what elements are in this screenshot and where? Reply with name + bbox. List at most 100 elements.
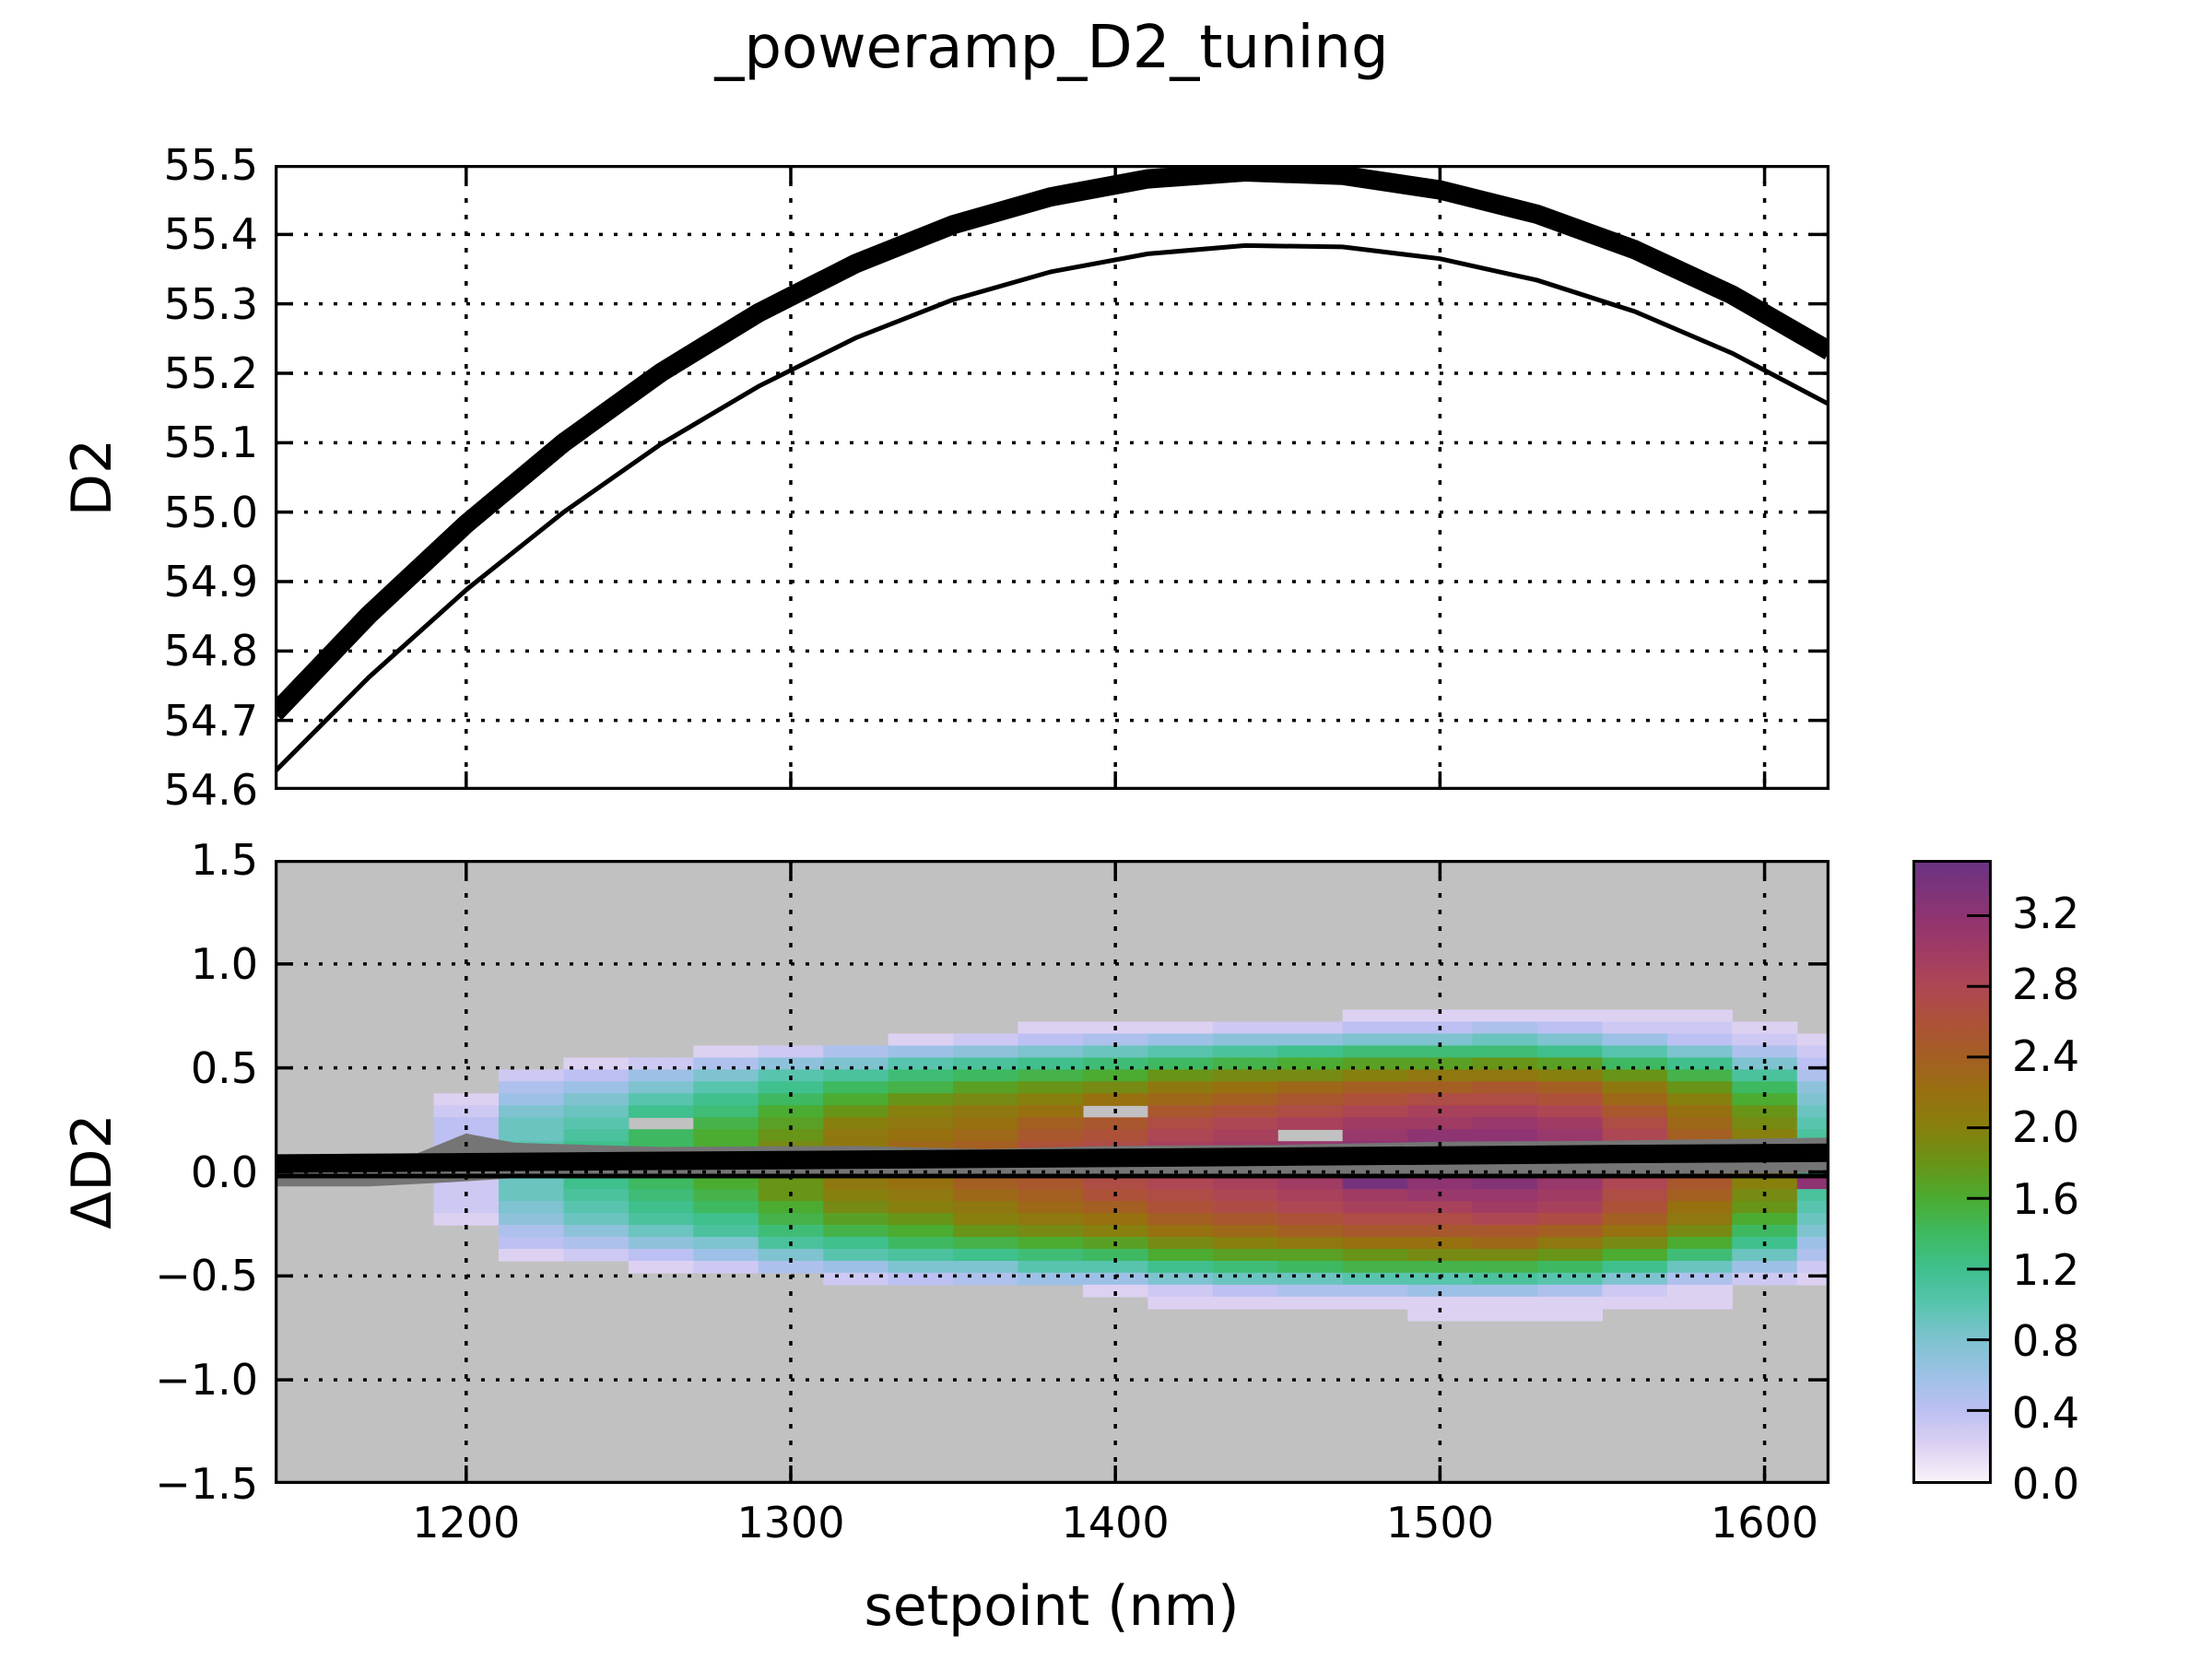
heatmap-cell: [888, 1057, 954, 1070]
heatmap-cell: [1732, 1045, 1797, 1058]
heatmap-cell: [1473, 1285, 1538, 1298]
colorbar-ticks: [1915, 863, 1989, 1481]
heatmap-cell: [823, 1093, 888, 1106]
heatmap-cell: [693, 1225, 759, 1238]
heatmap-cell: [1277, 1237, 1343, 1250]
heatmap-cell: [629, 1201, 694, 1214]
heatmap-cell: [1603, 1129, 1668, 1142]
heatmap-cell: [1213, 1213, 1278, 1226]
heatmap-cell: [823, 1213, 888, 1226]
heatmap-cell: [1603, 1081, 1668, 1094]
heatmap-cell: [823, 1069, 888, 1082]
heatmap-cell: [1213, 1273, 1278, 1286]
bottom-y-tick-label: 1.5: [92, 834, 258, 886]
heatmap-cell: [953, 1237, 1018, 1250]
bottom-plot-axes: [275, 860, 1830, 1484]
top-y-tick-label: 54.6: [92, 764, 258, 816]
heatmap-cell: [1603, 1010, 1668, 1023]
heatmap-cell: [1797, 1213, 1830, 1226]
heatmap-cell: [1147, 1237, 1213, 1250]
heatmap-cell: [499, 1189, 564, 1202]
heatmap-cell: [1797, 1177, 1830, 1190]
heatmap-cell: [888, 1225, 954, 1238]
heatmap-cell: [1147, 1105, 1213, 1118]
heatmap-cell: [1147, 1022, 1213, 1035]
heatmap-cell: [1277, 1249, 1343, 1262]
heatmap-cell: [1277, 1105, 1343, 1118]
heatmap-cell: [1537, 1117, 1603, 1130]
heatmap-cell: [1473, 1022, 1538, 1035]
heatmap-cell: [1797, 1105, 1830, 1118]
heatmap-cell: [693, 1105, 759, 1118]
heatmap-cell: [888, 1189, 954, 1202]
x-tick-label: 1200: [374, 1497, 559, 1548]
heatmap-cell: [1147, 1093, 1213, 1106]
heatmap-cell: [1667, 1010, 1733, 1023]
heatmap-cell: [759, 1213, 824, 1226]
heatmap-cell: [1343, 1261, 1408, 1274]
heatmap-cell: [1343, 1129, 1408, 1142]
heatmap-cell: [1018, 1105, 1084, 1118]
heatmap-cell: [1213, 1297, 1278, 1310]
heatmap-cell: [499, 1201, 564, 1214]
heatmap-cell: [1603, 1045, 1668, 1058]
heatmap-cell: [1213, 1249, 1278, 1262]
heatmap-cell: [1147, 1213, 1213, 1226]
heatmap-cell: [953, 1045, 1018, 1058]
heatmap-cell: [1277, 1261, 1343, 1274]
heatmap-cell: [1147, 1081, 1213, 1094]
heatmap-cell: [759, 1045, 824, 1058]
heatmap-cell: [693, 1117, 759, 1130]
heatmap-cell: [953, 1261, 1018, 1274]
heatmap-cell: [953, 1093, 1018, 1106]
heatmap-cell: [1277, 1081, 1343, 1094]
heatmap-cell: [1277, 1213, 1343, 1226]
heatmap-cell: [1277, 1177, 1343, 1190]
heatmap-cell: [823, 1249, 888, 1262]
heatmap-cell: [1147, 1273, 1213, 1286]
heatmap-cell: [1797, 1069, 1830, 1082]
top-y-tick-label: 55.0: [92, 487, 258, 538]
heatmap-cell: [953, 1201, 1018, 1214]
heatmap-cell: [1537, 1225, 1603, 1238]
heatmap-cell: [1213, 1069, 1278, 1082]
top-y-axis-label: D2: [60, 385, 124, 570]
heatmap-cell: [693, 1081, 759, 1094]
heatmap-cell: [1018, 1081, 1084, 1094]
colorbar-tick-label: 3.2: [2012, 888, 2196, 939]
top-y-tick-label: 55.4: [92, 208, 258, 260]
heatmap-cell: [823, 1081, 888, 1094]
heatmap-cell: [629, 1213, 694, 1226]
heatmap-cell: [1343, 1093, 1408, 1106]
heatmap-cell: [1343, 1033, 1408, 1046]
heatmap-cell: [953, 1117, 1018, 1130]
heatmap-cell: [499, 1177, 564, 1190]
heatmap-cell: [1667, 1093, 1733, 1106]
heatmap-cell: [823, 1201, 888, 1214]
heatmap-cell: [1343, 1010, 1408, 1023]
heatmap-cell: [1603, 1093, 1668, 1106]
heatmap-cell: [1603, 1249, 1668, 1262]
heatmap-cell: [1083, 1045, 1148, 1058]
heatmap-cell: [693, 1093, 759, 1106]
heatmap-cell: [1343, 1285, 1408, 1298]
heatmap-cell: [564, 1189, 629, 1202]
heatmap-cell: [1603, 1261, 1668, 1274]
heatmap-cell: [1667, 1189, 1733, 1202]
top-y-tick-label: 55.2: [92, 347, 258, 399]
heatmap-cell: [1407, 1045, 1473, 1058]
heatmap-cell: [1473, 1273, 1538, 1286]
heatmap-cell: [1603, 1033, 1668, 1046]
heatmap-cell: [1213, 1045, 1278, 1058]
heatmap-cell: [888, 1105, 954, 1118]
heatmap-cell: [1473, 1177, 1538, 1190]
heatmap-cell: [1537, 1057, 1603, 1070]
heatmap-cell: [1147, 1057, 1213, 1070]
heatmap-cell: [1277, 1225, 1343, 1238]
heatmap-cell: [564, 1249, 629, 1262]
heatmap-cell: [629, 1081, 694, 1094]
colorbar-tick-label: 0.4: [2012, 1387, 2196, 1439]
heatmap-cell: [693, 1045, 759, 1058]
heatmap-cell: [1537, 1213, 1603, 1226]
heatmap-cell: [1343, 1225, 1408, 1238]
